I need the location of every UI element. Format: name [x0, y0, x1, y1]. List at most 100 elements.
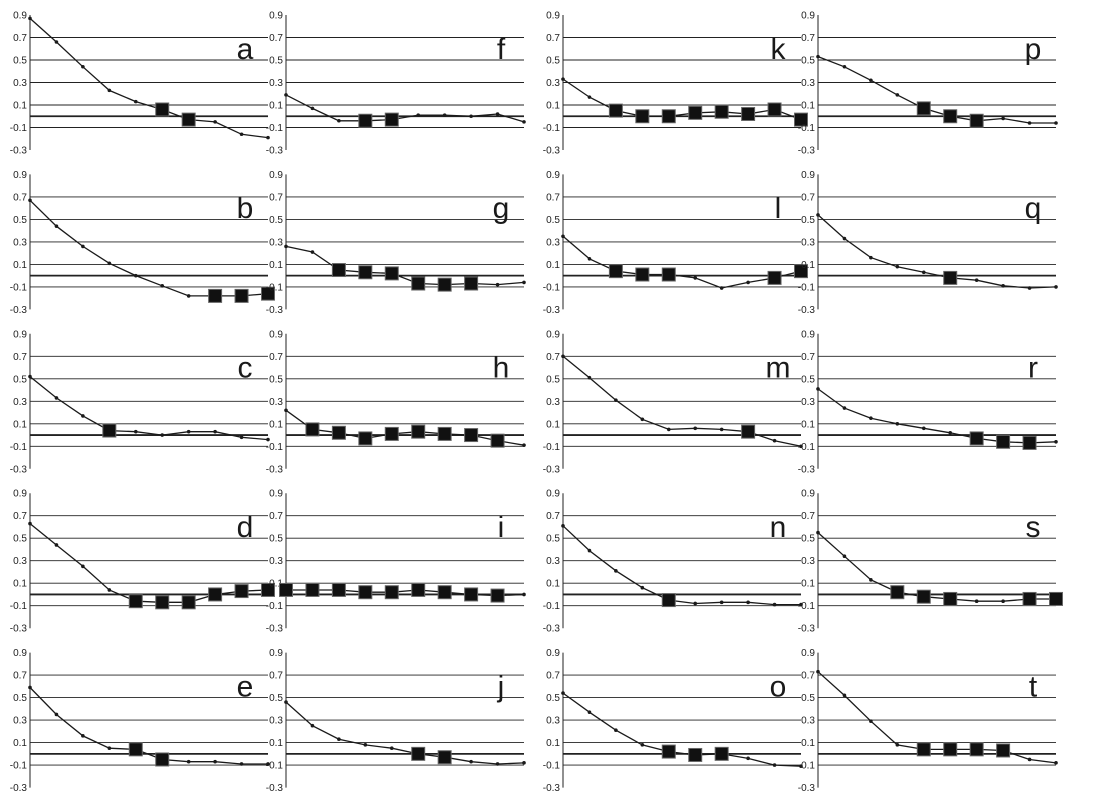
panel-label: p	[1025, 33, 1042, 66]
highlight-marker	[688, 747, 703, 762]
highlight-marker	[969, 431, 984, 446]
highlight-marker	[437, 277, 452, 292]
data-point	[107, 746, 112, 751]
data-point	[587, 256, 592, 261]
highlight-marker	[208, 587, 223, 602]
y-tick-label: 0.3	[546, 78, 560, 89]
highlight-marker	[890, 585, 905, 600]
y-tick-label: -0.3	[266, 305, 284, 316]
y-tick-label: 0.9	[13, 329, 27, 340]
y-tick-label: -0.1	[798, 601, 816, 612]
data-point	[666, 427, 671, 432]
series-line	[817, 532, 1056, 602]
y-tick-label: 0.5	[269, 693, 283, 704]
data-point	[495, 112, 500, 116]
highlight-marker	[384, 585, 399, 600]
data-point	[719, 286, 724, 290]
highlight-marker	[208, 288, 223, 303]
series-line	[285, 245, 525, 286]
panel-s: 0.9 0.7 0.5 0.3 0.1 -0.1 -0.3 s	[798, 489, 1063, 635]
data-point	[107, 88, 112, 93]
data-point	[561, 691, 565, 695]
y-tick-label: 0.1	[13, 101, 27, 112]
y-tick-label: -0.3	[798, 783, 816, 794]
data-point	[974, 278, 979, 282]
y-tick-label: 0.7	[269, 511, 283, 522]
y-tick-label: 0.9	[546, 329, 560, 340]
y-tick-label: 0.3	[269, 556, 283, 567]
y-tick-label: 0.7	[801, 671, 815, 682]
data-point	[28, 198, 32, 203]
data-point	[522, 592, 526, 597]
data-point	[284, 408, 288, 413]
y-tick-label: 0.3	[546, 237, 560, 248]
y-tick-label: 0.7	[269, 671, 283, 682]
series-line	[29, 523, 269, 603]
highlight-marker	[437, 426, 452, 441]
data-point	[895, 422, 900, 426]
data-point	[693, 426, 698, 431]
y-tick-label: 0.3	[801, 78, 815, 89]
data-point	[816, 669, 820, 674]
panel-label: m	[766, 352, 791, 385]
panel-label: o	[770, 670, 787, 703]
data-point	[561, 234, 565, 239]
panel-t: 0.9 0.7 0.5 0.3 0.1 -0.1 -0.3 t	[798, 648, 1058, 794]
y-tick-label: 0.1	[546, 738, 560, 749]
y-tick-label: 0.7	[13, 352, 27, 363]
y-tick-label: 0.9	[801, 329, 815, 340]
y-tick-label: 0.7	[269, 352, 283, 363]
y-tick-label: 0.9	[13, 648, 27, 659]
panel-label: t	[1029, 670, 1038, 703]
data-point	[186, 429, 191, 434]
series-line	[562, 692, 802, 767]
data-point	[948, 431, 953, 435]
highlight-marker	[102, 423, 117, 438]
y-tick-label: -0.3	[798, 624, 816, 635]
data-point	[921, 426, 926, 431]
highlight-marker	[305, 422, 320, 437]
highlight-marker	[741, 424, 756, 439]
y-tick-label: -0.3	[266, 624, 284, 635]
y-tick-label: 0.3	[801, 237, 815, 248]
y-tick-label: 0.3	[801, 397, 815, 408]
highlight-marker	[331, 425, 346, 440]
data-point	[495, 762, 500, 766]
panel-j: 0.9 0.7 0.5 0.3 0.1 -0.1 -0.3 j	[266, 648, 526, 794]
data-point	[869, 719, 873, 724]
data-point	[239, 762, 244, 766]
y-tick-label: 0.7	[801, 192, 815, 203]
highlight-marker	[181, 112, 196, 127]
series-line	[562, 235, 802, 289]
y-tick-label: -0.3	[798, 464, 816, 475]
y-tick-label: -0.3	[543, 305, 561, 316]
data-point	[389, 746, 394, 751]
panel-h: 0.9 0.7 0.5 0.3 0.1 -0.1 -0.3 h	[266, 329, 526, 475]
highlight-marker	[261, 286, 275, 301]
data-point	[799, 444, 803, 449]
data-point	[842, 693, 847, 698]
data-point	[1001, 599, 1005, 603]
panel-label: q	[1025, 192, 1042, 225]
y-tick-label: 0.9	[269, 648, 283, 659]
data-point	[54, 40, 59, 44]
data-point	[28, 16, 32, 21]
y-tick-label: 0.7	[546, 511, 560, 522]
y-tick-label: 0.1	[269, 738, 283, 749]
y-tick-label: 0.5	[546, 693, 560, 704]
data-point	[640, 417, 645, 422]
y-tick-label: 0.1	[13, 579, 27, 590]
highlight-marker	[490, 433, 505, 448]
y-tick-label: 0.7	[546, 671, 560, 682]
y-tick-label: 0.3	[801, 556, 815, 567]
panel-g: 0.9 0.7 0.5 0.3 0.1 -0.1 -0.3 g	[266, 170, 526, 316]
panel-label: k	[771, 33, 787, 66]
y-tick-label: 0.5	[269, 534, 283, 545]
data-point	[213, 759, 217, 764]
y-tick-label: 0.1	[546, 260, 560, 271]
y-tick-label: -0.3	[266, 464, 284, 475]
y-tick-label: 0.9	[13, 11, 27, 22]
series-line	[285, 701, 525, 765]
y-tick-label: -0.1	[10, 601, 28, 612]
data-point	[640, 585, 645, 590]
